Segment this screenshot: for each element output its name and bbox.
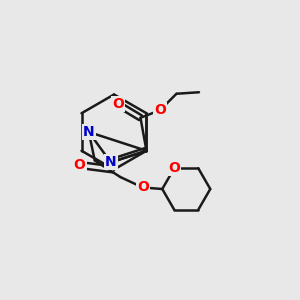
Text: N: N (105, 155, 117, 169)
Text: O: O (112, 97, 124, 111)
Text: O: O (154, 103, 166, 117)
Text: O: O (137, 181, 149, 194)
Text: O: O (74, 158, 86, 172)
Text: N: N (83, 125, 94, 139)
Text: O: O (168, 161, 180, 175)
